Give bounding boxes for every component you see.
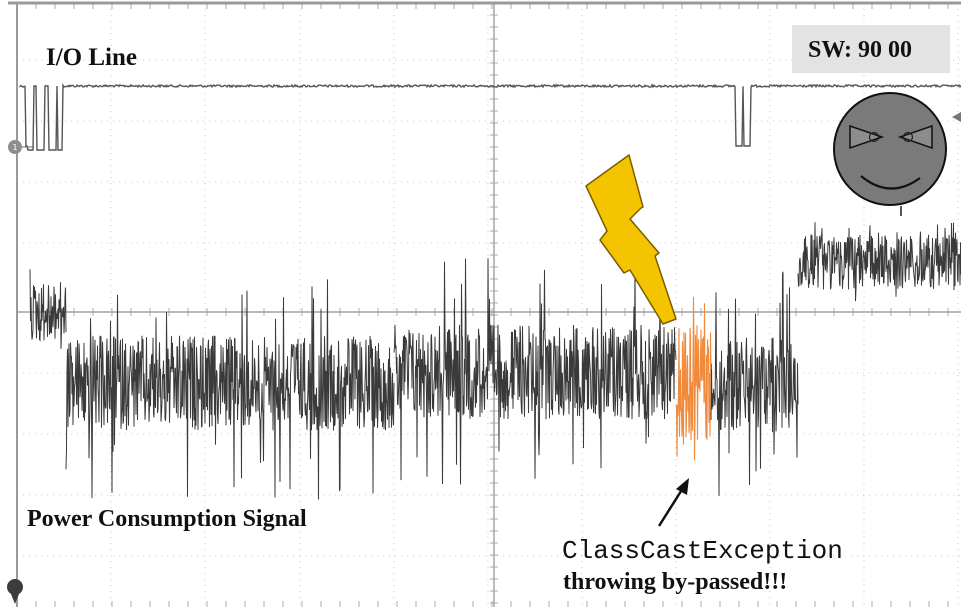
exception-note-label: throwing by-passed!!! — [563, 569, 788, 595]
io-line-label: I/O Line — [46, 44, 137, 71]
status-word-box — [792, 25, 950, 73]
channel-2-marker-icon — [7, 579, 23, 604]
fault-region-trace — [675, 296, 712, 461]
exception-name-label: ClassCastException — [562, 536, 843, 566]
channel-1-marker-icon: 1 — [8, 140, 34, 154]
power-consumption-label: Power Consumption Signal — [27, 506, 307, 532]
status-word-label: SW: 90 00 — [808, 37, 913, 63]
lightning-bolt-icon — [585, 154, 677, 325]
trigger-marker-icon — [952, 112, 961, 122]
svg-text:1: 1 — [12, 143, 17, 152]
power-consumption-trace — [29, 222, 961, 500]
io-line-trace — [19, 82, 961, 151]
pointer-arrow-icon — [657, 478, 689, 527]
evil-face-icon — [833, 92, 947, 216]
scope-frame — [8, 1, 961, 607]
